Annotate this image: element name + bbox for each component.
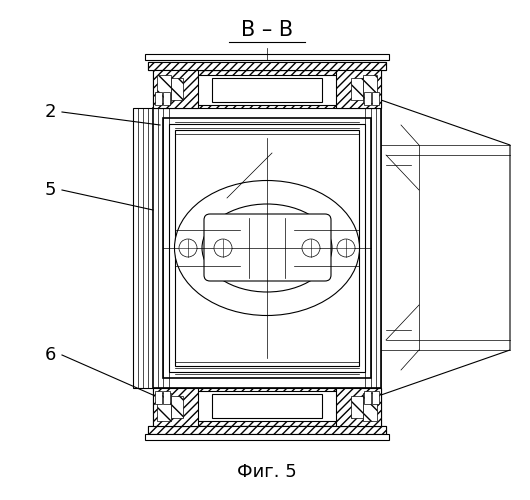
Bar xyxy=(364,92,371,105)
Bar xyxy=(148,62,386,70)
Bar xyxy=(363,75,377,103)
Bar xyxy=(153,108,381,388)
Text: В – В: В – В xyxy=(241,20,293,40)
Bar xyxy=(153,388,381,426)
Circle shape xyxy=(337,239,355,257)
FancyBboxPatch shape xyxy=(204,214,331,281)
Bar xyxy=(336,388,381,426)
Bar xyxy=(372,391,379,404)
Bar xyxy=(351,396,363,418)
Bar xyxy=(157,393,171,421)
Bar xyxy=(153,70,381,108)
Bar xyxy=(171,396,183,418)
Bar xyxy=(155,92,162,105)
Bar xyxy=(133,108,153,388)
Bar xyxy=(364,391,371,404)
Bar xyxy=(351,78,363,100)
Text: 2: 2 xyxy=(44,103,56,121)
Polygon shape xyxy=(381,100,510,395)
Bar xyxy=(171,78,183,100)
Bar xyxy=(212,78,322,102)
Bar xyxy=(163,391,170,404)
Bar xyxy=(153,70,198,108)
Circle shape xyxy=(302,239,320,257)
Bar xyxy=(148,62,386,70)
Bar xyxy=(157,75,171,103)
Bar xyxy=(192,391,342,421)
Bar xyxy=(212,394,322,418)
Circle shape xyxy=(179,239,197,257)
Text: 5: 5 xyxy=(44,181,56,199)
Text: Фиг. 5: Фиг. 5 xyxy=(237,463,297,481)
Bar xyxy=(192,75,342,105)
Bar xyxy=(163,118,371,378)
Ellipse shape xyxy=(174,180,359,316)
Circle shape xyxy=(214,239,232,257)
Bar xyxy=(169,124,365,372)
Bar xyxy=(336,70,381,108)
Bar xyxy=(145,434,389,440)
Bar xyxy=(145,54,389,60)
Bar xyxy=(148,426,386,434)
Bar xyxy=(372,92,379,105)
Bar xyxy=(148,426,386,434)
Bar xyxy=(153,388,198,426)
Ellipse shape xyxy=(202,204,332,292)
Bar xyxy=(163,92,170,105)
Bar xyxy=(155,391,162,404)
Text: 6: 6 xyxy=(45,346,56,364)
Bar xyxy=(175,130,359,366)
Bar xyxy=(363,393,377,421)
